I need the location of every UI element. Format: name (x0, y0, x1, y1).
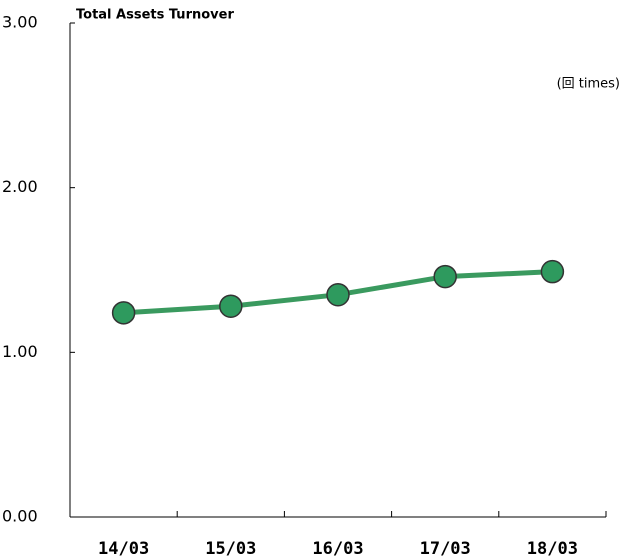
marker (111, 301, 136, 325)
marker (540, 259, 565, 284)
marker (219, 294, 243, 318)
x-tick-label: 16/03 (312, 539, 363, 558)
x-tick-label: 14/03 (98, 539, 149, 558)
y-tick-label: 2.00 (2, 177, 38, 196)
y-tick-label: 1.00 (2, 342, 38, 361)
chart-title: Total Assets Turnover (76, 8, 234, 23)
x-tick-label: 18/03 (527, 539, 578, 558)
marker (326, 282, 350, 307)
y-tick-label: 3.00 (2, 13, 38, 32)
x-tick-label: 15/03 (205, 539, 256, 558)
unit-label: (回 times) (557, 77, 620, 92)
x-tick-label: 17/03 (420, 539, 471, 558)
y-tick-label: 0.00 (2, 507, 38, 526)
marker (433, 264, 457, 289)
